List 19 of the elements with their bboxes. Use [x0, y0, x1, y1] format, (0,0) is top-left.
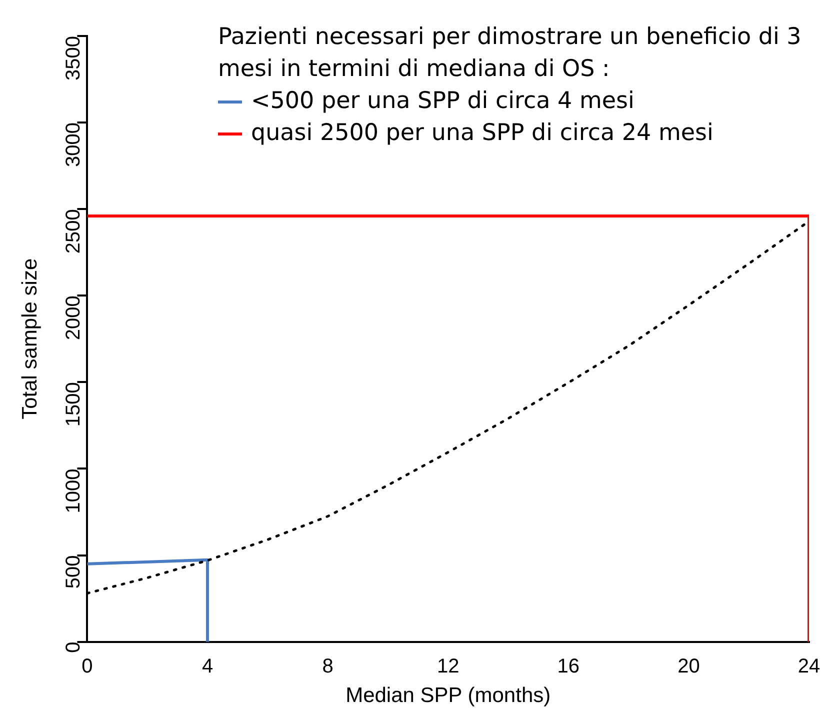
y-tick-label: 3000 [62, 122, 85, 168]
y-tick-label: 1500 [62, 382, 85, 427]
x-tick-label: 12 [436, 655, 460, 678]
x-tick-label: 4 [202, 655, 214, 678]
y-tick-label: 2000 [62, 296, 85, 340]
x-tick-label: 20 [678, 655, 700, 678]
y-tick-label: 500 [62, 555, 85, 589]
legend-label: <500 per una SPP di circa 4 mesi [251, 88, 634, 114]
x-axis-title: Median SPP (months) [346, 684, 551, 708]
x-tick-label: 24 [798, 655, 820, 678]
y-tick-label: 1000 [62, 468, 85, 514]
x-tick-label: 8 [322, 655, 334, 678]
y-axis-title: Total sample size [18, 258, 42, 420]
y-tick-label: 0 [62, 642, 85, 653]
x-tick-label: 16 [557, 655, 580, 678]
y-tick-label: 2500 [62, 209, 85, 254]
legend-label: quasi 2500 per una SPP di circa 24 mesi [251, 120, 714, 146]
legend-title: Pazienti necessari per dimostrare un beneficio di 3 mesi in termini di mediana di OS : [218, 24, 802, 82]
y-tick-label: 3500 [62, 36, 85, 80]
